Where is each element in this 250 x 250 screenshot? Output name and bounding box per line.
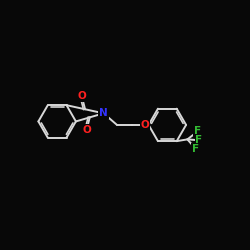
Text: O: O bbox=[140, 120, 149, 130]
Text: F: F bbox=[192, 144, 199, 154]
Text: O: O bbox=[78, 92, 86, 102]
Text: O: O bbox=[82, 125, 91, 135]
Text: N: N bbox=[99, 108, 108, 118]
Text: F: F bbox=[194, 126, 201, 136]
Text: F: F bbox=[196, 135, 202, 145]
